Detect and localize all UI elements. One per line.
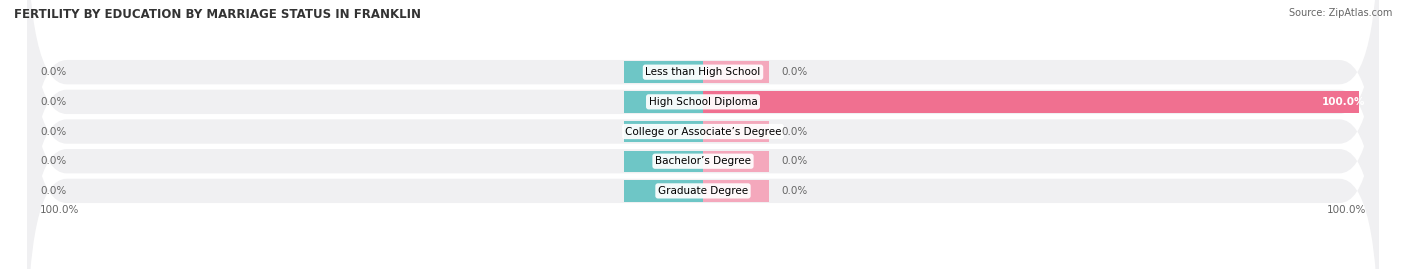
FancyBboxPatch shape [27,0,1379,269]
Text: 0.0%: 0.0% [782,126,808,137]
Bar [703,151,769,172]
Bar [703,62,769,83]
Bar [624,180,703,201]
Text: 0.0%: 0.0% [782,186,808,196]
Text: 0.0%: 0.0% [41,67,66,77]
Text: Less than High School: Less than High School [645,67,761,77]
Bar [624,91,703,112]
Text: 0.0%: 0.0% [41,97,66,107]
Text: Graduate Degree: Graduate Degree [658,186,748,196]
Text: 100.0%: 100.0% [1326,205,1365,215]
Text: 0.0%: 0.0% [41,156,66,166]
Bar [624,121,703,142]
Text: College or Associate’s Degree: College or Associate’s Degree [624,126,782,137]
FancyBboxPatch shape [27,0,1379,238]
Bar [624,62,703,83]
FancyBboxPatch shape [27,0,1379,269]
Legend: Married, Unmarried: Married, Unmarried [627,268,779,269]
Text: 0.0%: 0.0% [41,126,66,137]
Text: High School Diploma: High School Diploma [648,97,758,107]
Text: FERTILITY BY EDUCATION BY MARRIAGE STATUS IN FRANKLIN: FERTILITY BY EDUCATION BY MARRIAGE STATU… [14,8,420,21]
Text: Bachelor’s Degree: Bachelor’s Degree [655,156,751,166]
Text: 100.0%: 100.0% [1322,97,1365,107]
Text: 0.0%: 0.0% [41,186,66,196]
Text: 0.0%: 0.0% [782,156,808,166]
Bar [624,151,703,172]
Bar [703,91,1360,112]
Text: Source: ZipAtlas.com: Source: ZipAtlas.com [1288,8,1392,18]
Bar [703,121,769,142]
FancyBboxPatch shape [27,0,1379,268]
Bar [703,180,769,201]
Text: 0.0%: 0.0% [782,67,808,77]
FancyBboxPatch shape [27,25,1379,269]
Text: 100.0%: 100.0% [41,205,80,215]
